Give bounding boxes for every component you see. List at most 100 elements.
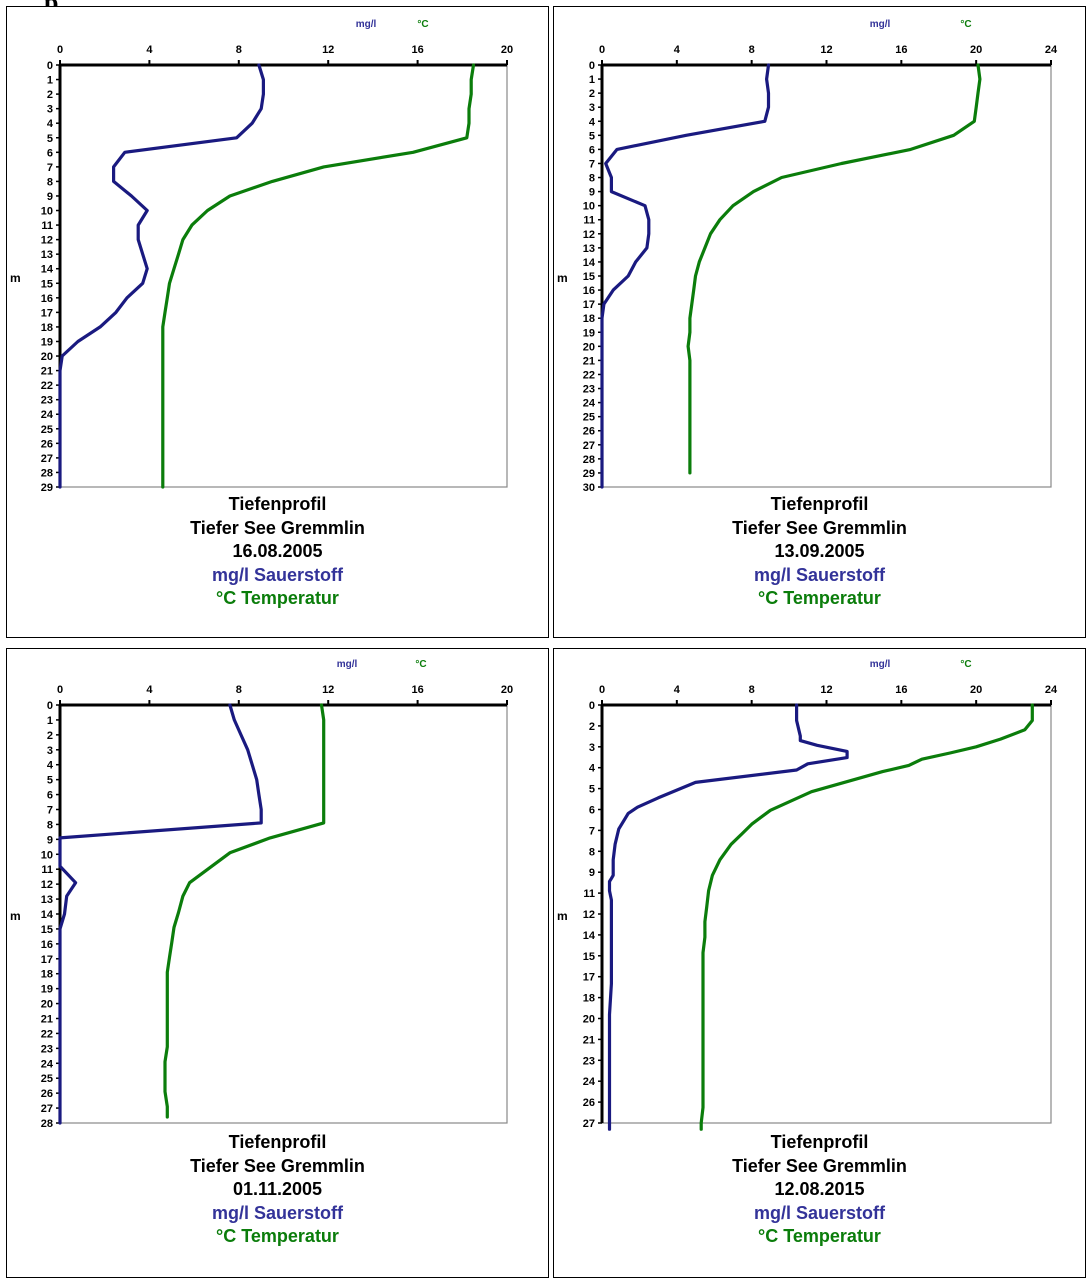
chart-3-y-tick-label: 24	[41, 1058, 54, 1070]
chart-3-oxygen-line	[58, 703, 263, 1125]
chart-1-y-tick-label: 28	[41, 467, 53, 479]
chart-1-y-tick-label: 21	[41, 366, 53, 378]
chart-3-plot-frame	[59, 704, 508, 1124]
chart-panel-3: 0 4 8 12 16 20 0 1 2 3 4 5 6 7 8 9 10 11 12 13 14 15 16 17 18 19 2…	[6, 648, 549, 1278]
chart-3-y-tick-label: 15	[41, 924, 53, 936]
chart-3-y-tick-label: 26	[41, 1088, 53, 1100]
chart-4-y-tick-label: 23	[583, 1055, 595, 1067]
chart-1-unit-oxygen: mg/l	[356, 19, 377, 30]
chart-2-y-tick-label: 1	[589, 74, 595, 86]
chart-1-y-tick-label: 7	[47, 162, 53, 174]
chart-2-y-tick-label: 13	[583, 243, 595, 255]
chart-4-caption: Tiefenprofil Tiefer See Gremmlin 12.08.2…	[554, 1131, 1085, 1249]
chart-2-x-tick-label: 20	[970, 44, 982, 56]
chart-3-caption: Tiefenprofil Tiefer See Gremmlin 01.11.2…	[7, 1131, 548, 1249]
chart-4-x-tick-label: 24	[1045, 684, 1058, 696]
chart-3-x-tick-label: 20	[501, 684, 513, 696]
chart-2-y-tick-label: 10	[583, 201, 595, 213]
chart-3-legend-temperature: °C Temperatur	[216, 1226, 339, 1246]
chart-3-y-tick-label: 10	[41, 849, 53, 861]
chart-2-oxygen-line	[600, 63, 771, 489]
chart-2-x-tick-label: 16	[895, 44, 907, 56]
chart-1-date: 16.08.2005	[232, 541, 323, 561]
chart-4-y-tick-label: 15	[583, 951, 595, 963]
chart-3-y-tick-label: 1	[47, 715, 53, 727]
chart-1-y-tick-label: 24	[41, 409, 54, 421]
chart-4-y-tick-label: 6	[589, 805, 595, 817]
chart-2-unit-oxygen: mg/l	[870, 19, 891, 30]
chart-1-y-tick-label: 18	[41, 322, 53, 334]
chart-2-x-tick-label: 4	[674, 44, 681, 56]
chart-4-y-tick-label: 24	[583, 1076, 596, 1088]
chart-3-unit-oxygen: mg/l	[337, 659, 358, 670]
chart-3-y-tick-label: 6	[47, 790, 53, 802]
chart-1-x-tick-label: 12	[322, 44, 334, 56]
chart-1-legend-temperature: °C Temperatur	[216, 588, 339, 608]
chart-2-y-tick-label: 18	[583, 313, 595, 325]
chart-3-subtitle: Tiefer See Gremmlin	[190, 1155, 365, 1176]
chart-3-x-tick-label: 16	[411, 684, 423, 696]
chart-2-y-tick-label: 17	[583, 299, 595, 311]
chart-3-title: Tiefenprofil	[228, 1132, 327, 1152]
chart-2-y-tick-label: 11	[583, 215, 595, 227]
chart-4-y-tick-label: 0	[589, 700, 595, 712]
chart-2-y-tick-label: 6	[589, 144, 595, 156]
chart-4-unit-oxygen: mg/l	[870, 659, 891, 670]
chart-2-x-tick-label: 24	[1045, 44, 1058, 56]
chart-3-y-tick-label: 0	[47, 700, 53, 712]
chart-3-y-tick-label: 14	[41, 909, 54, 921]
chart-4-x-tick-label: 0	[599, 684, 605, 696]
chart-1-y-tick-label: 29	[41, 482, 53, 494]
chart-3-y-tick-label: 3	[47, 745, 53, 757]
chart-3-unit-temperature: °C	[415, 659, 426, 670]
chart-1-y-tick-label: 9	[47, 191, 53, 203]
chart-1-y-tick-label: 15	[41, 278, 53, 290]
chart-3-y-tick-label: 21	[41, 1014, 53, 1026]
chart-3-y-tick-label: 2	[47, 730, 53, 742]
chart-1-y-tick-label: 22	[41, 380, 53, 392]
chart-3-y-tick-label: 18	[41, 969, 53, 981]
chart-3-y-tick-label: 25	[41, 1073, 53, 1085]
chart-3-y-tick-label: 8	[47, 819, 53, 831]
chart-2-svg: 0 4 8 12 16 20 2401234567891011121314151617181…	[557, 19, 1058, 494]
chart-1-ylabel: m	[10, 271, 21, 285]
chart-4-y-tick-label: 17	[583, 972, 595, 984]
chart-1-unit-temperature: °C	[417, 19, 428, 30]
chart-4-subtitle: Tiefer See Gremmlin	[732, 1155, 907, 1176]
chart-1-y-tick-label: 1	[47, 75, 53, 87]
chart-2-y-tick-label: 3	[589, 102, 595, 114]
chart-2-y-tick-label: 27	[583, 440, 595, 452]
chart-1-y-tick-label: 5	[47, 133, 53, 145]
chart-1-y-tick-label: 14	[41, 264, 54, 276]
chart-1-y-tick-label: 8	[47, 176, 53, 188]
chart-3-x-tick-label: 4	[146, 684, 153, 696]
chart-4-y-tick-label: 8	[589, 846, 595, 858]
chart-4-y-tick-label: 9	[589, 867, 595, 879]
chart-3-y-tick-label: 5	[47, 775, 53, 787]
chart-1-x-tick-label: 20	[501, 44, 513, 56]
chart-1-y-tick-label: 4	[47, 118, 54, 130]
chart-4-x-tick-label: 20	[970, 684, 982, 696]
chart-1-plot-frame	[59, 64, 508, 488]
chart-2-y-tick-label: 24	[583, 398, 596, 410]
chart-1-y-tick-label: 27	[41, 453, 53, 465]
chart-4-x-tick-label: 4	[674, 684, 681, 696]
chart-2-date: 13.09.2005	[774, 541, 865, 561]
chart-3-y-tick-label: 17	[41, 954, 53, 966]
chart-1-y-tick-label: 25	[41, 424, 53, 436]
chart-4-y-tick-label: 7	[589, 825, 595, 837]
chart-3-y-tick-label: 28	[41, 1118, 53, 1130]
chart-4-date: 12.08.2015	[774, 1179, 865, 1199]
chart-1-subtitle: Tiefer See Gremmlin	[190, 517, 365, 538]
chart-panel-4: 0 4 8 12 16 20 24 0 2 3 4 5 6 7 8 9 11 12 14 15 17 18 20 21 23 24…	[553, 648, 1086, 1278]
chart-3-y-tick-label: 7	[47, 805, 53, 817]
chart-1-y-tick-label: 26	[41, 438, 53, 450]
chart-4-x-tick-label: 16	[895, 684, 907, 696]
chart-1-y-tick-label: 23	[41, 395, 53, 407]
chart-2-y-tick-label: 8	[589, 173, 595, 185]
chart-2-y-tick-label: 14	[583, 257, 596, 269]
chart-1-legend-oxygen: mg/l Sauerstoff	[211, 564, 344, 585]
chart-2-y-tick-label: 22	[583, 369, 595, 381]
chart-1-y-tick-label: 10	[41, 206, 53, 218]
chart-2-unit-temperature: °C	[960, 19, 971, 30]
